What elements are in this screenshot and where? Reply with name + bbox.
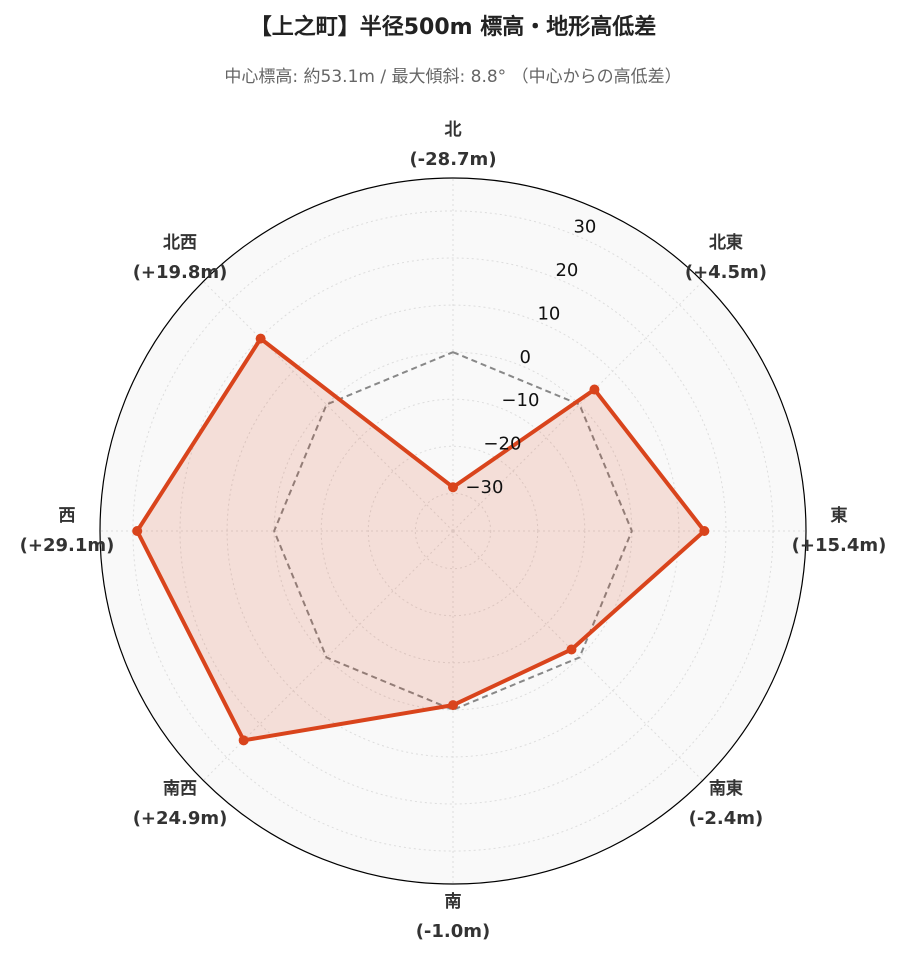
data-point bbox=[589, 384, 600, 395]
category-label: 北西 bbox=[163, 233, 197, 253]
radial-tick-label: 10 bbox=[537, 303, 560, 324]
polar-frame bbox=[99, 177, 807, 885]
radial-tick-label: −10 bbox=[501, 390, 539, 411]
grid-spoke bbox=[452, 281, 703, 532]
category-label: 北東 bbox=[709, 232, 743, 253]
value-label: (+19.8m) bbox=[133, 262, 228, 283]
value-label: (+29.1m) bbox=[20, 535, 115, 556]
grid-spoke bbox=[203, 530, 454, 781]
value-label: (-28.7m) bbox=[409, 149, 496, 170]
category-label: 南 bbox=[445, 891, 462, 912]
value-label: (+24.9m) bbox=[133, 808, 228, 829]
value-label: (-1.0m) bbox=[416, 921, 491, 942]
data-point bbox=[255, 333, 266, 344]
radial-tick-label: −20 bbox=[483, 434, 521, 455]
grid-circle bbox=[414, 492, 492, 570]
radial-tick-label: 30 bbox=[573, 216, 596, 237]
chart-subtitle: 中心標高: 約53.1m / 最大傾斜: 8.8° （中心からの高低差） bbox=[224, 67, 681, 87]
data-point bbox=[699, 526, 710, 536]
category-label: 北 bbox=[445, 120, 462, 140]
data-point bbox=[448, 482, 458, 493]
reference-line bbox=[273, 351, 633, 711]
grid-spoke bbox=[203, 281, 454, 532]
grid-spoke bbox=[452, 530, 703, 781]
radial-tick-label: 20 bbox=[555, 260, 578, 281]
grid-circle bbox=[179, 257, 727, 805]
value-label: (+4.5m) bbox=[685, 262, 767, 283]
radial-tick-label: 0 bbox=[519, 347, 530, 368]
category-label: 南東 bbox=[709, 778, 743, 799]
data-point bbox=[566, 644, 577, 655]
category-label: 南西 bbox=[163, 778, 197, 799]
value-label: (-2.4m) bbox=[689, 808, 764, 829]
category-label: 西 bbox=[59, 506, 76, 526]
radial-tick-label: −30 bbox=[465, 477, 503, 498]
grid-circle bbox=[367, 445, 539, 617]
data-point bbox=[448, 700, 458, 711]
chart-title: 【上之町】半径500m 標高・地形高低差 bbox=[250, 14, 657, 40]
data-point bbox=[132, 526, 143, 536]
data-point bbox=[238, 735, 249, 746]
category-label: 東 bbox=[831, 505, 848, 526]
value-label: (+15.4m) bbox=[792, 535, 887, 556]
